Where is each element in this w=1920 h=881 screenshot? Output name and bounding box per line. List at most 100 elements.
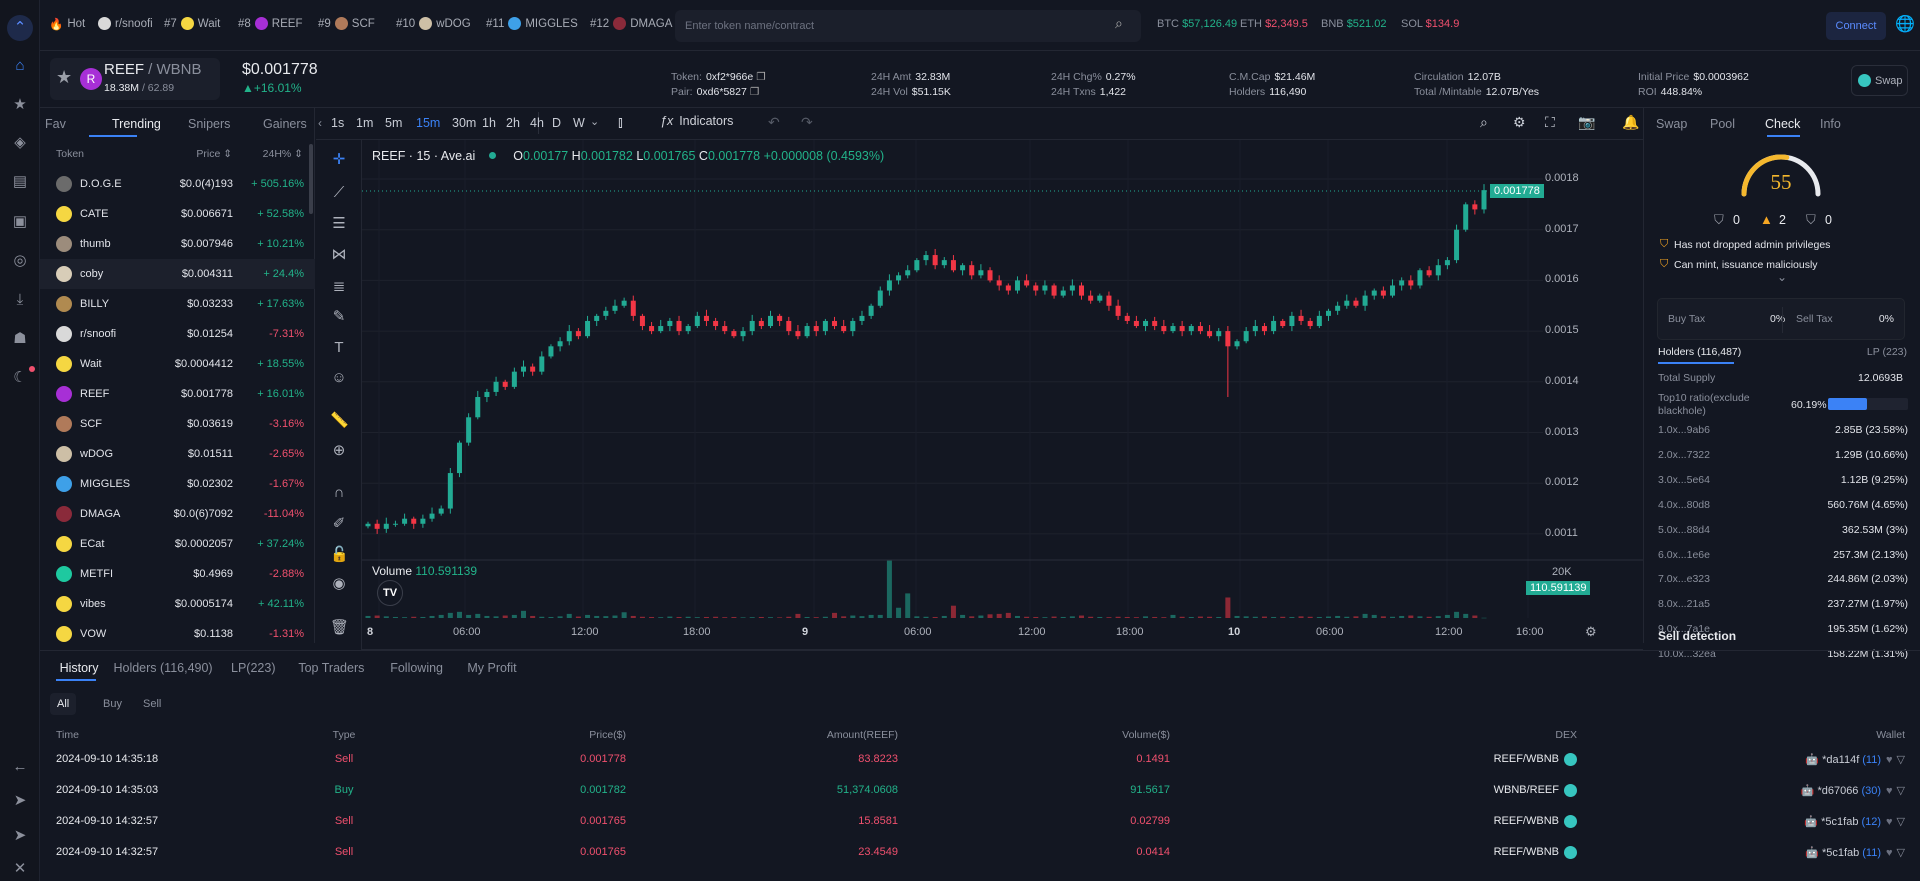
- connect-button[interactable]: Connect: [1826, 12, 1886, 40]
- trade-row[interactable]: 2024-09-10 14:32:57 Sell 0.001765 15.8581 0.…: [56, 815, 1905, 828]
- hot-token-tag[interactable]: #12 DMAGA: [590, 17, 673, 30]
- wallet-icon[interactable]: ▣: [12, 213, 28, 230]
- filter-buy[interactable]: Buy: [103, 698, 122, 710]
- tab-pool[interactable]: Pool: [1710, 117, 1736, 131]
- trade-row[interactable]: 2024-09-10 14:35:03 Buy 0.001782 51,374.060…: [56, 784, 1905, 797]
- compass-icon[interactable]: ◈: [14, 134, 26, 151]
- wallet-link[interactable]: 🤖 *5c1fab (12) ♥ ▽: [1804, 816, 1905, 828]
- interval-dropdown-icon[interactable]: ⌄: [590, 116, 600, 128]
- tab-fav[interactable]: Fav: [45, 117, 66, 131]
- token-list-item[interactable]: REEF $0.001778 + 16.01%: [40, 379, 315, 409]
- back-icon[interactable]: ←: [12, 758, 28, 775]
- bottom-tab[interactable]: My Profit: [467, 661, 517, 675]
- trash-icon[interactable]: 🗑: [330, 619, 350, 636]
- token-list-item[interactable]: CATE $0.006671 + 52.58%: [40, 199, 315, 229]
- tab-snipers[interactable]: Snipers: [188, 117, 231, 131]
- moon-icon[interactable]: ☾: [13, 369, 27, 386]
- token-list-item[interactable]: D.O.G.E $0.0(4)193 + 505.16%: [40, 169, 315, 199]
- tab-trending[interactable]: Trending: [112, 117, 161, 131]
- filter-icon[interactable]: ▽: [1896, 785, 1905, 797]
- tab-lp[interactable]: LP (223): [1866, 346, 1907, 358]
- hot-token-tag[interactable]: #9 SCF: [318, 17, 375, 30]
- token-list-item[interactable]: METFI $0.4969 -2.88%: [40, 559, 315, 589]
- search-input[interactable]: [675, 10, 1141, 42]
- fib-icon[interactable]: ≣: [332, 278, 346, 295]
- zoom-in-icon[interactable]: ⊕: [332, 442, 346, 459]
- token-list-item[interactable]: coby $0.004311 + 24.4%: [40, 259, 315, 289]
- tab-swap[interactable]: Swap: [1656, 117, 1688, 131]
- trade-row[interactable]: 2024-09-10 14:35:18 Sell 0.001778 83.8223 0.…: [56, 753, 1905, 766]
- heart-icon[interactable]: ♥: [1886, 816, 1893, 828]
- magnet-icon[interactable]: ∩: [333, 484, 345, 501]
- chart-settings-icon[interactable]: ⚙: [1585, 624, 1597, 639]
- favorite-star-icon[interactable]: ★: [56, 67, 73, 87]
- layout-icon[interactable]: ▤: [12, 173, 28, 190]
- hot-token-tag[interactable]: #10 wDOG: [396, 17, 471, 30]
- tab-holders[interactable]: Holders (116,487): [1658, 346, 1742, 358]
- search-icon[interactable]: ⌕: [1115, 15, 1123, 31]
- download-icon[interactable]: ⤓: [16, 291, 24, 308]
- interval-D[interactable]: D: [552, 116, 562, 130]
- copy-icon[interactable]: ❐: [756, 71, 766, 83]
- bottom-tab[interactable]: Top Traders: [298, 661, 365, 675]
- wallet-link[interactable]: 🤖 *d67066 (30) ♥ ▽: [1800, 785, 1905, 797]
- interval-30m[interactable]: 30m: [452, 116, 477, 130]
- redo-icon[interactable]: ↷: [801, 114, 813, 130]
- bottom-tab[interactable]: History: [59, 661, 99, 675]
- interval-5m[interactable]: 5m: [385, 116, 403, 130]
- interval-1s[interactable]: 1s: [331, 116, 345, 130]
- price-chart[interactable]: REEF · 15 · Ave.ai O0.00177 H0.001782 L0…: [362, 140, 1643, 650]
- star-icon[interactable]: ★: [13, 96, 27, 113]
- trade-row[interactable]: 2024-09-10 14:32:57 Sell 0.001765 23.4549 0.…: [56, 846, 1905, 859]
- token-list-item[interactable]: DMAGA $0.0(6)7092 -11.04%: [40, 499, 315, 529]
- scroll-left-icon[interactable]: ‹: [318, 116, 322, 130]
- filter-icon[interactable]: ▽: [1896, 816, 1905, 828]
- filter-icon[interactable]: ▽: [1896, 754, 1905, 766]
- interval-1h[interactable]: 1h: [482, 116, 496, 130]
- x-icon[interactable]: ✕: [13, 860, 27, 877]
- expand-chevron-icon[interactable]: ⌄: [1777, 270, 1788, 284]
- token-list-item[interactable]: BILLY $0.03233 + 17.63%: [40, 289, 315, 319]
- candlestick-canvas[interactable]: [362, 140, 1643, 650]
- swap-button[interactable]: Swap: [1851, 65, 1908, 96]
- eye-icon[interactable]: ◉: [332, 575, 346, 592]
- col-24h[interactable]: 24H% ⇕: [262, 148, 303, 160]
- tab-gainers[interactable]: Gainers: [263, 117, 307, 131]
- wallet-link[interactable]: 🤖 *da114f (11) ♥ ▽: [1805, 754, 1905, 766]
- horizontal-lines-icon[interactable]: ☰: [332, 215, 346, 232]
- token-list-item[interactable]: vibes $0.0005174 + 42.11%: [40, 589, 315, 619]
- wallet-link[interactable]: 🤖 *5c1fab (11) ♥ ▽: [1805, 847, 1905, 859]
- hot-label[interactable]: 🔥 Hot: [49, 18, 86, 31]
- hot-token-tag[interactable]: #7 Wait: [164, 17, 221, 30]
- copy-icon[interactable]: ❐: [749, 86, 760, 98]
- bottom-tab[interactable]: Following: [390, 661, 444, 675]
- text-icon[interactable]: T: [334, 339, 344, 356]
- token-list-item[interactable]: MIGGLES $0.02302 -1.67%: [40, 469, 315, 499]
- ruler-icon[interactable]: 📏: [330, 412, 349, 429]
- scrollbar[interactable]: [309, 144, 313, 214]
- tab-info[interactable]: Info: [1820, 117, 1841, 131]
- heart-icon[interactable]: ♥: [1886, 847, 1893, 859]
- token-list-item[interactable]: Wait $0.0004412 + 18.55%: [40, 349, 315, 379]
- candle-type-icon[interactable]: ⫾: [618, 114, 623, 131]
- globe-icon[interactable]: 🌐: [1895, 16, 1915, 33]
- heart-icon[interactable]: ♥: [1886, 785, 1893, 797]
- crosshair-icon[interactable]: ✛: [332, 151, 346, 168]
- filter-all[interactable]: All: [50, 693, 77, 715]
- interval-4h[interactable]: 4h: [530, 116, 544, 130]
- interval-15m[interactable]: 15m: [416, 116, 441, 130]
- camera-icon[interactable]: 📷: [1578, 114, 1596, 130]
- interval-W[interactable]: W: [573, 116, 585, 130]
- target-icon[interactable]: ◎: [13, 252, 27, 269]
- indicators-button[interactable]: ƒx Indicators: [660, 114, 734, 128]
- settings-icon[interactable]: ⚙: [1513, 114, 1526, 130]
- token-list-item[interactable]: r/snoofi $0.01254 -7.31%: [40, 319, 315, 349]
- heart-icon[interactable]: ♥: [1886, 754, 1893, 766]
- tradingview-logo-icon[interactable]: TV: [377, 580, 403, 606]
- undo-icon[interactable]: ↶: [768, 114, 780, 130]
- col-price[interactable]: Price ⇕: [196, 148, 232, 160]
- interval-1m[interactable]: 1m: [356, 116, 374, 130]
- emoji-icon[interactable]: ☺: [331, 369, 347, 386]
- telegram-icon[interactable]: ➤: [13, 827, 27, 844]
- fullscreen-icon[interactable]: ⛶: [1545, 114, 1555, 130]
